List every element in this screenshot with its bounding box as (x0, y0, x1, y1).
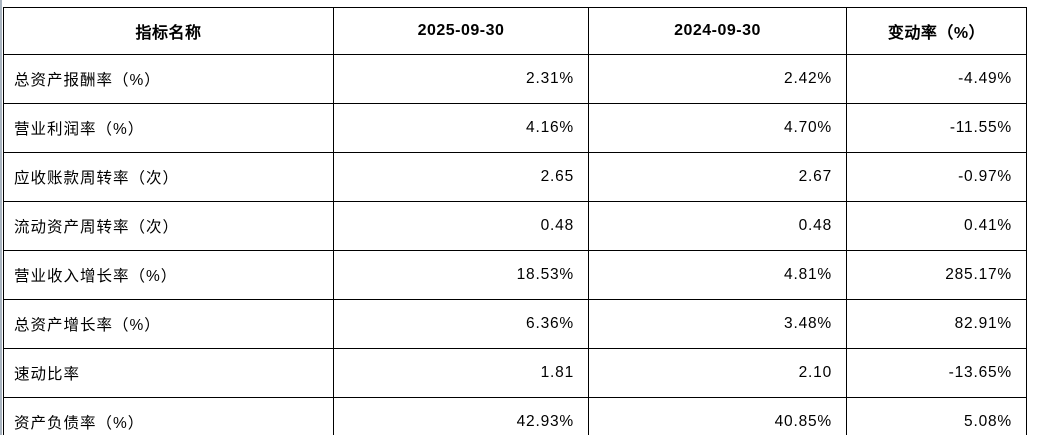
value-2024-cell: 2.42% (588, 54, 847, 104)
value-2024-cell: 0.48 (588, 201, 847, 251)
value-2025-cell: 2.65 (333, 152, 589, 202)
table-body: 总资产报酬率（%） 2.31% 2.42% -4.49% 营业利润率（%） 4.16% 4.… (3, 54, 1027, 435)
table-row: 速动比率 1.81 2.10 -13.65% (3, 348, 1027, 398)
value-2025-cell: 4.16% (333, 103, 589, 153)
indicator-name-cell: 速动比率 (3, 348, 334, 398)
value-2025-cell: 1.81 (333, 348, 589, 398)
table-row: 总资产报酬率（%） 2.31% 2.42% -4.49% (3, 54, 1027, 104)
value-2024-cell: 40.85% (588, 397, 847, 435)
value-2025-cell: 6.36% (333, 299, 589, 349)
table-header: 指标名称 2025-09-30 2024-09-30 变动率（%） (3, 7, 1027, 55)
change-rate-cell: -11.55% (846, 103, 1027, 153)
table-row: 营业利润率（%） 4.16% 4.70% -11.55% (3, 103, 1027, 153)
value-2025-cell: 42.93% (333, 397, 589, 435)
indicator-name-cell: 营业收入增长率（%） (3, 250, 334, 300)
indicator-name-cell: 流动资产周转率（次） (3, 201, 334, 251)
indicator-name-cell: 应收账款周转率（次） (3, 152, 334, 202)
change-rate-cell: -13.65% (846, 348, 1027, 398)
change-rate-cell: 285.17% (846, 250, 1027, 300)
table-row: 营业收入增长率（%） 18.53% 4.81% 285.17% (3, 250, 1027, 300)
value-2025-cell: 18.53% (333, 250, 589, 300)
change-rate-cell: 82.91% (846, 299, 1027, 349)
value-2024-cell: 3.48% (588, 299, 847, 349)
change-rate-cell: 0.41% (846, 201, 1027, 251)
indicator-name-cell: 资产负债率（%） (3, 397, 334, 435)
table-row: 流动资产周转率（次） 0.48 0.48 0.41% (3, 201, 1027, 251)
column-header-indicator-name: 指标名称 (3, 7, 334, 55)
value-2024-cell: 2.10 (588, 348, 847, 398)
change-rate-cell: 5.08% (846, 397, 1027, 435)
page-left-edge (0, 0, 2, 435)
column-header-2024-09-30: 2024-09-30 (588, 7, 847, 55)
table-row: 资产负债率（%） 42.93% 40.85% 5.08% (3, 397, 1027, 435)
table-row: 总资产增长率（%） 6.36% 3.48% 82.91% (3, 299, 1027, 349)
header-row: 指标名称 2025-09-30 2024-09-30 变动率（%） (3, 7, 1027, 55)
value-2024-cell: 4.81% (588, 250, 847, 300)
indicator-name-cell: 总资产报酬率（%） (3, 54, 334, 104)
indicator-name-cell: 营业利润率（%） (3, 103, 334, 153)
value-2025-cell: 0.48 (333, 201, 589, 251)
change-rate-cell: -0.97% (846, 152, 1027, 202)
column-header-2025-09-30: 2025-09-30 (333, 7, 589, 55)
value-2025-cell: 2.31% (333, 54, 589, 104)
financial-indicators-table: 指标名称 2025-09-30 2024-09-30 变动率（%） 总资产报酬率… (3, 7, 1027, 435)
value-2024-cell: 2.67 (588, 152, 847, 202)
value-2024-cell: 4.70% (588, 103, 847, 153)
table-row: 应收账款周转率（次） 2.65 2.67 -0.97% (3, 152, 1027, 202)
change-rate-cell: -4.49% (846, 54, 1027, 104)
column-header-change-rate: 变动率（%） (846, 7, 1027, 55)
indicator-name-cell: 总资产增长率（%） (3, 299, 334, 349)
